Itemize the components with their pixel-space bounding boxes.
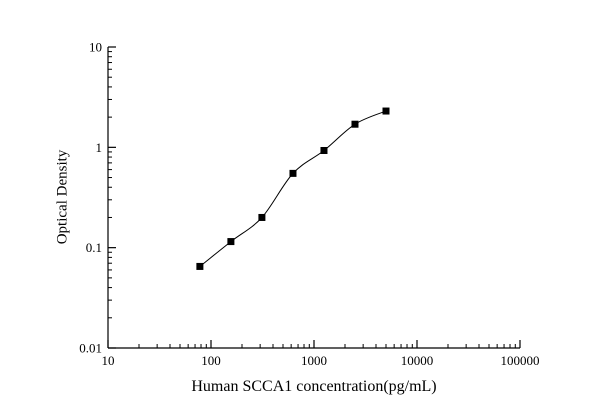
x-tick-label: 100 (201, 353, 221, 368)
data-point (351, 120, 359, 128)
y-tick-label: 1 (96, 140, 103, 155)
data-point (320, 146, 328, 154)
y-tick-label: 10 (89, 40, 102, 55)
y-tick-label: 0.1 (86, 240, 102, 255)
data-point (382, 107, 390, 115)
x-axis-title: Human SCCA1 concentration(pg/mL) (191, 378, 437, 395)
x-tick-label: 10 (102, 353, 115, 368)
data-point (227, 238, 235, 246)
y-tick-label: 0.01 (79, 341, 102, 356)
data-point (196, 262, 204, 270)
y-axis-title: Optical Density (54, 149, 71, 245)
x-tick-label: 10000 (401, 353, 434, 368)
x-tick-label: 1000 (301, 353, 327, 368)
x-tick-label: 100000 (501, 353, 540, 368)
data-point (258, 213, 266, 221)
data-point (289, 169, 297, 177)
